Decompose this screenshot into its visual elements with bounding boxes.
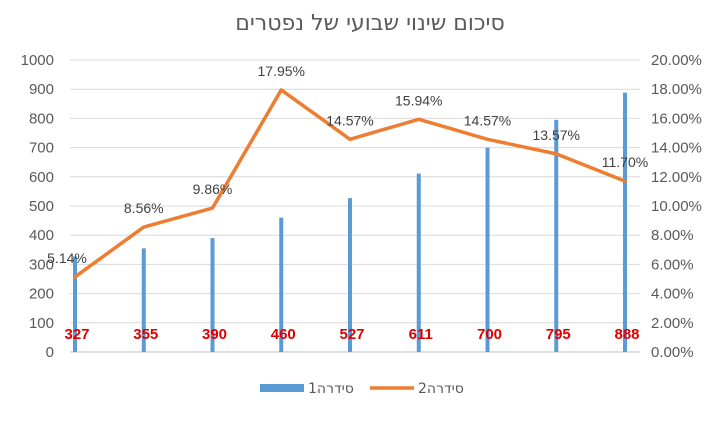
chart-title: סיכום שינוי שבועי של נפטרים: [235, 11, 504, 36]
bar: [416, 173, 421, 352]
left-tick-label: 1000: [21, 52, 54, 69]
line-data-label: 5.14%: [47, 250, 87, 266]
bar-data-label: 390: [202, 326, 227, 343]
bar: [485, 147, 490, 352]
left-tick-label: 400: [29, 227, 54, 244]
right-tick-label: 16.00%: [651, 110, 702, 127]
line-data-label: 9.86%: [193, 181, 233, 197]
legend-label-series-2: סידרה2: [418, 381, 464, 397]
left-tick-label: 200: [29, 286, 54, 303]
data-labels: 5.14% 8.56% 9.86% 17.95% 14.57% 15.94% 14.57% 1…: [47, 63, 648, 343]
bar-data-label: 327: [64, 326, 89, 343]
right-tick-label: 0.00%: [651, 344, 694, 361]
right-tick-label: 12.00%: [651, 169, 702, 186]
line-data-label: 14.57%: [464, 112, 511, 128]
right-tick-label: 6.00%: [651, 256, 694, 273]
right-tick-label: 10.00%: [651, 198, 702, 215]
line-data-label: 17.95%: [258, 63, 305, 79]
line-data-label: 11.70%: [602, 154, 648, 170]
bar: [141, 248, 146, 352]
right-tick-label: 20.00%: [651, 52, 702, 69]
left-axis-ticks: 0 100 200 300 400 500 600 700 800 900 1000: [21, 52, 54, 361]
right-tick-label: 4.00%: [651, 286, 694, 303]
bar: [554, 119, 559, 352]
right-tick-label: 2.00%: [651, 315, 694, 332]
line-data-label: 8.56%: [124, 200, 164, 216]
gridlines: [70, 59, 640, 353]
right-axis-ticks: 0.00% 2.00% 4.00% 6.00% 8.00% 10.00% 12.00% 14.…: [651, 52, 702, 361]
line-series: [73, 88, 627, 279]
bar-data-label: 611: [409, 326, 433, 343]
left-tick-label: 100: [29, 315, 54, 332]
right-tick-label: 8.00%: [651, 227, 694, 244]
bar-data-label: 795: [546, 326, 571, 343]
bar-data-label: 527: [339, 326, 364, 343]
left-tick-label: 500: [29, 198, 54, 215]
bar: [348, 198, 352, 352]
left-tick-label: 900: [29, 81, 54, 98]
line-data-label: 15.94%: [395, 92, 442, 108]
line-data-label: 13.57%: [533, 127, 580, 143]
legend-label-series-1: סידרה1: [308, 381, 354, 397]
right-tick-label: 14.00%: [651, 140, 702, 157]
bar-data-label: 355: [133, 326, 158, 343]
left-tick-label: 800: [29, 110, 54, 127]
bar-data-label: 700: [477, 326, 502, 343]
left-tick-label: 600: [29, 169, 54, 186]
bar: [73, 256, 77, 352]
line-data-label: 14.57%: [326, 112, 373, 128]
bar-series: [73, 92, 627, 352]
bar-data-label: 888: [614, 326, 639, 343]
bar: [279, 217, 284, 352]
bar: [210, 238, 215, 352]
legend: סידרה1 סידרה2: [260, 381, 464, 397]
left-tick-label: 300: [29, 256, 54, 273]
series-line: [73, 88, 627, 279]
bar: [623, 92, 627, 352]
right-tick-label: 18.00%: [651, 81, 702, 98]
left-tick-label: 0: [46, 344, 54, 361]
legend-swatch-series-1: [260, 384, 304, 392]
bar-data-label: 460: [271, 326, 296, 343]
left-tick-label: 700: [29, 140, 54, 157]
